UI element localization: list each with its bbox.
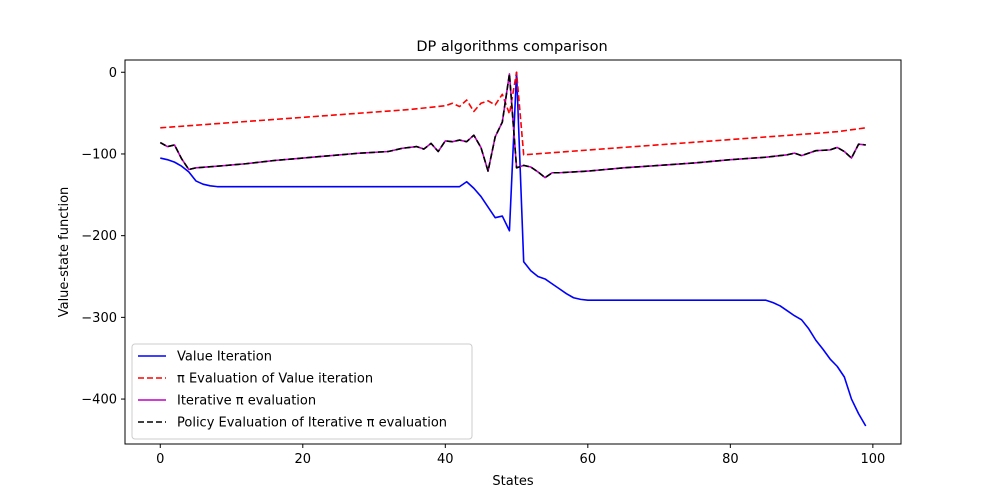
plot-frame [124, 59, 902, 445]
y-axis-label: Value-state function [57, 187, 72, 318]
legend-label: π Evaluation of Value iteration [177, 372, 373, 387]
x-tick-label: 60 [580, 452, 597, 467]
legend: Value Iteration π Evaluation of Value ite… [131, 343, 473, 440]
x-axis-label: States [492, 474, 533, 489]
y-tick-label: −200 [81, 229, 117, 244]
y-axis: 0 −100 −200 −300 −400 [81, 66, 125, 408]
legend-label: Value Iteration [177, 350, 272, 365]
y-tick-label: −400 [81, 393, 117, 408]
plot-lines [159, 71, 867, 427]
legend-label: Iterative π evaluation [177, 394, 316, 409]
x-tick-label: 80 [722, 452, 739, 467]
y-tick-label: −300 [81, 311, 117, 326]
series-line-1 [160, 71, 867, 427]
x-tick-label: 0 [156, 452, 164, 467]
x-tick-label: 40 [437, 452, 454, 467]
x-axis: 0 20 40 60 80 100 [156, 444, 885, 467]
series-line-2 [160, 71, 866, 156]
x-tick-label: 20 [295, 452, 312, 467]
y-tick-label: 0 [109, 66, 117, 81]
legend-box [131, 343, 473, 440]
x-tick-label: 100 [860, 452, 885, 467]
series-line-4 [159, 73, 866, 179]
legend-label: Policy Evaluation of Iterative π evaluat… [177, 416, 447, 431]
y-tick-label: −100 [81, 147, 117, 162]
chart-title: DP algorithms comparison [416, 39, 607, 55]
